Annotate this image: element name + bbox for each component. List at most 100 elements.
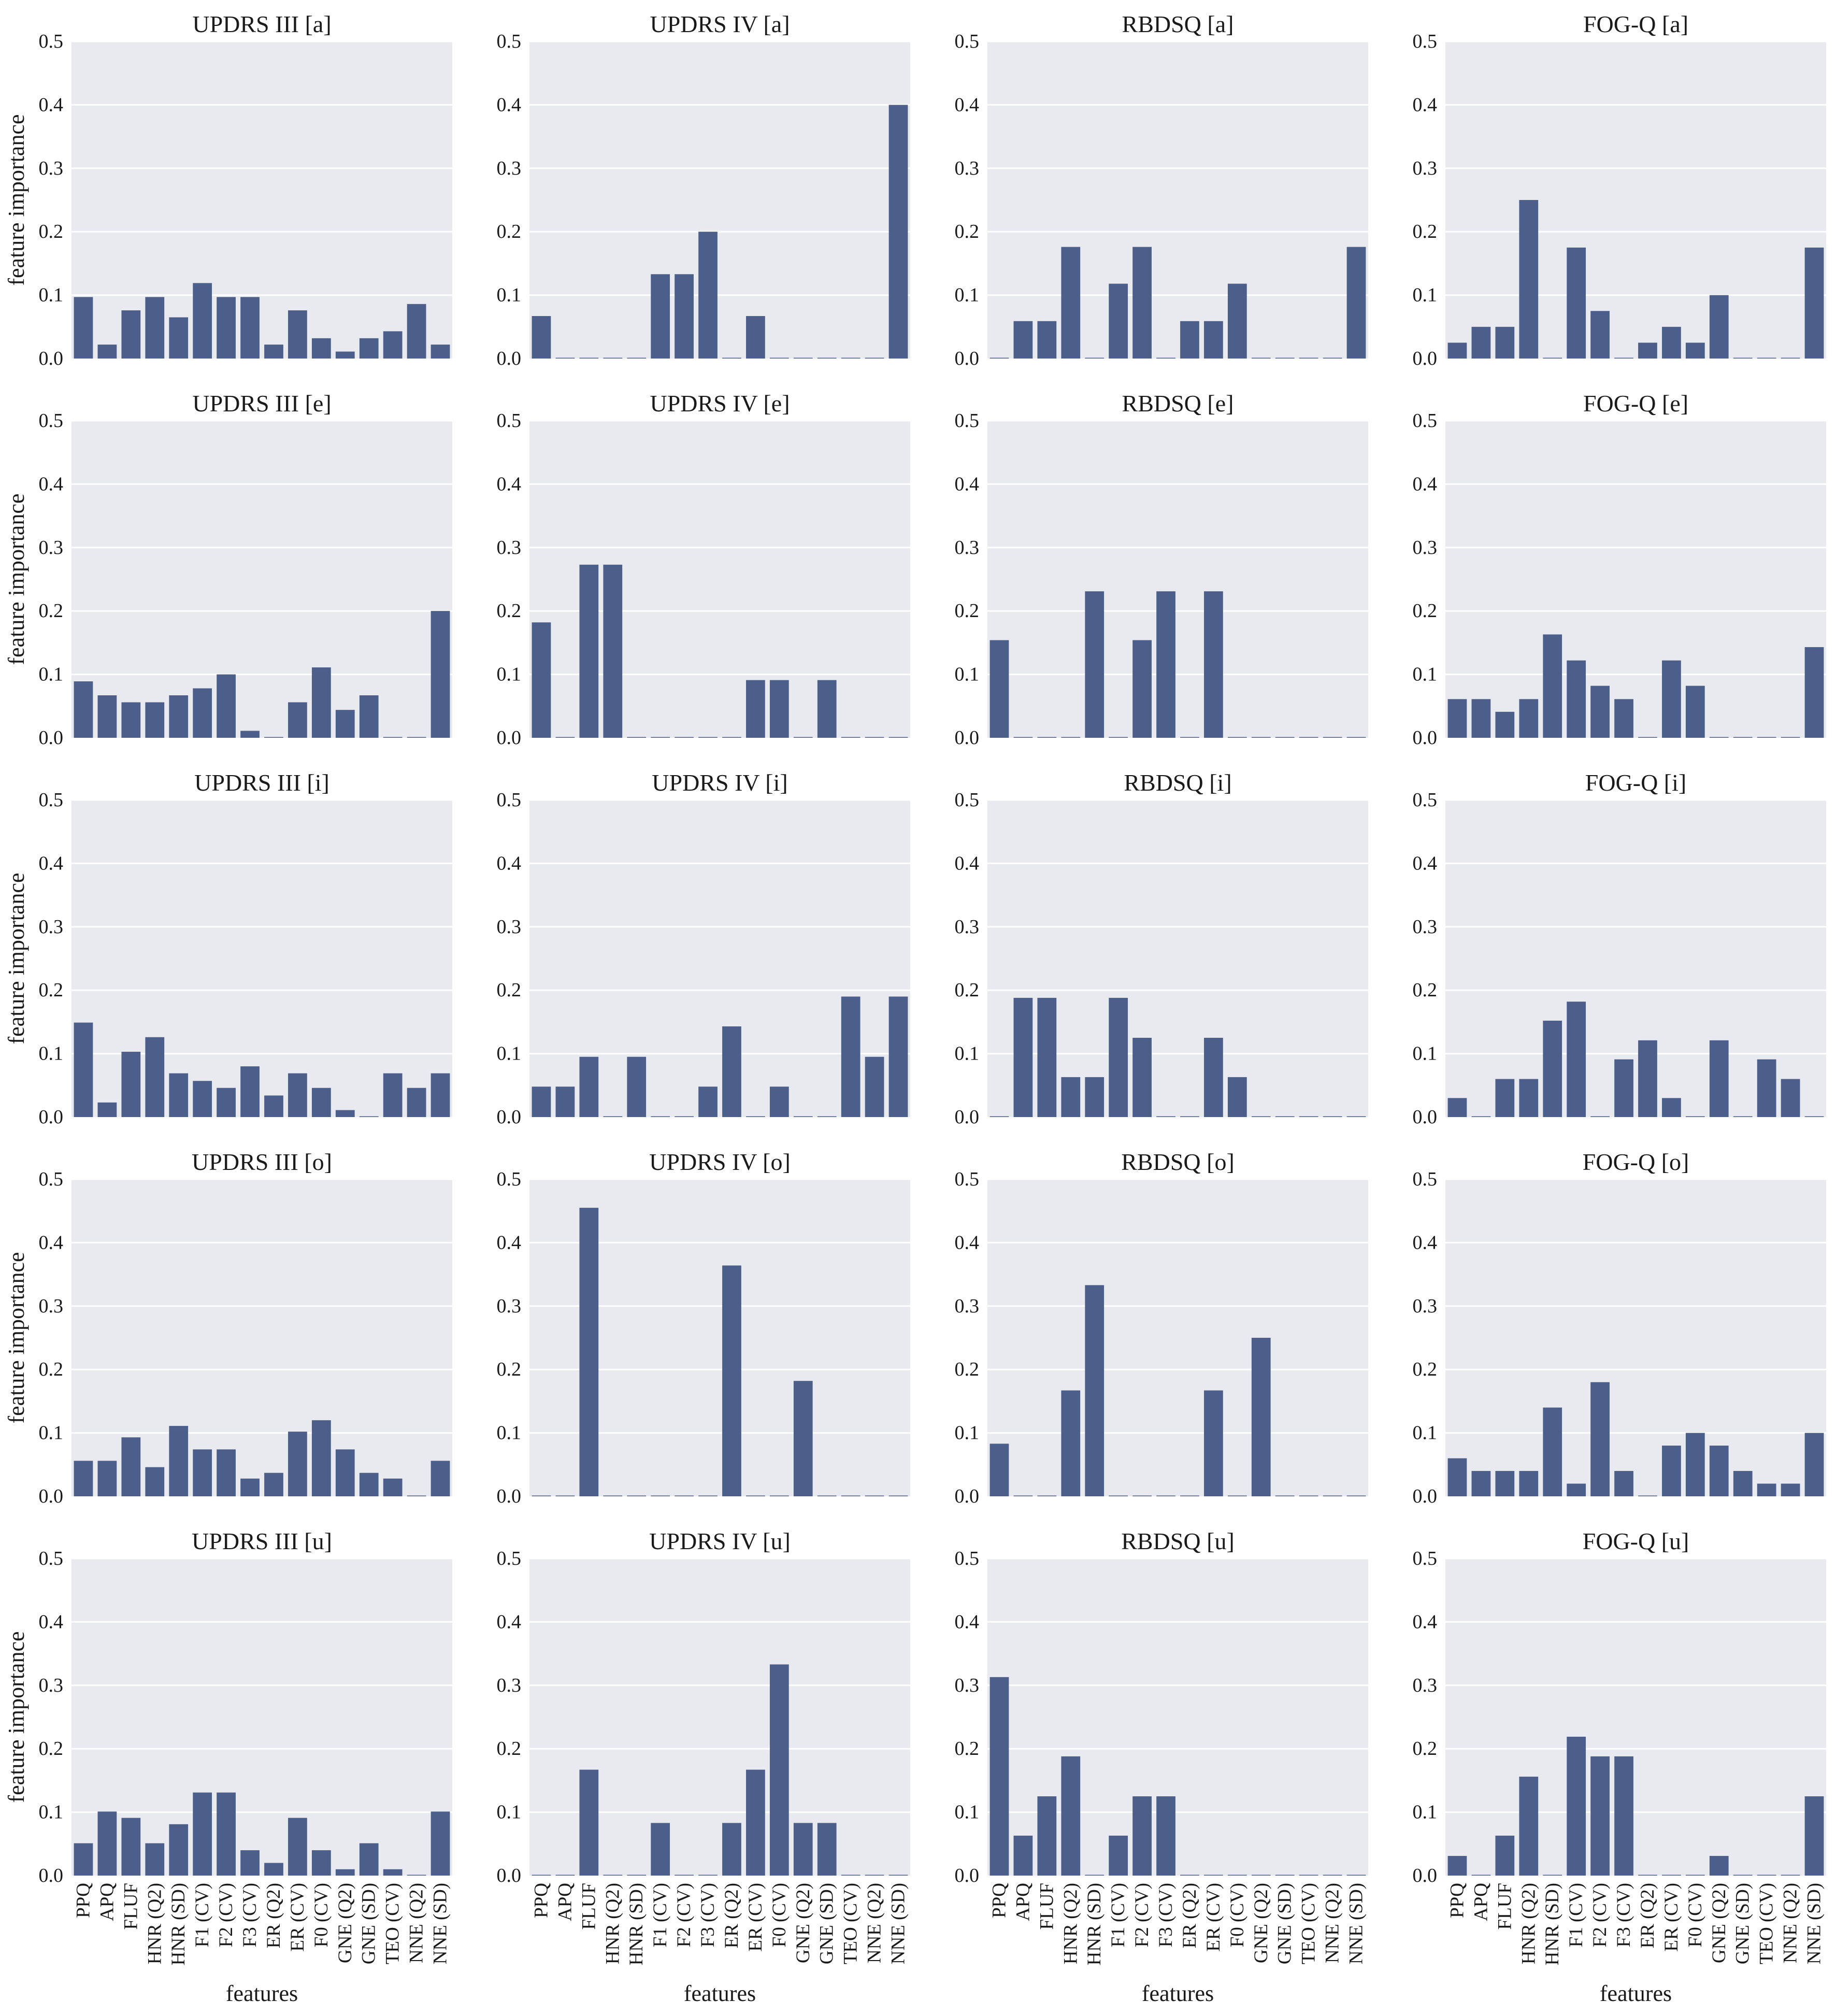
y-tick-label: 0.3: [955, 916, 980, 938]
bar-10: [1204, 1875, 1223, 1876]
bar-9: [1638, 342, 1657, 359]
x-tick-label: NNE (SD): [888, 1883, 909, 1964]
bar-8: [1156, 1796, 1175, 1876]
bar-13: [359, 695, 379, 738]
x-tick-label: GNE (SD): [816, 1883, 838, 1964]
x-tick-label: ER (Q2): [1637, 1883, 1658, 1948]
bar-16: [1346, 737, 1366, 738]
y-tick-label: 0.5: [1413, 31, 1438, 52]
y-tick-label: 0.2: [497, 221, 522, 242]
x-tick-label: F0 (CV): [769, 1883, 790, 1947]
bar-10: [1204, 591, 1223, 738]
y-tick-label: 0.0: [39, 348, 64, 369]
bar-12: [793, 737, 813, 738]
bar-16: [1346, 1875, 1366, 1876]
y-tick-label: 0.1: [1413, 664, 1438, 685]
bar-14: [383, 737, 403, 738]
y-tick-label: 0.4: [39, 94, 64, 116]
bar-10: [746, 1116, 765, 1117]
y-tick-label: 0.5: [497, 1168, 522, 1190]
bar-15: [865, 1875, 884, 1876]
bar-11: [1685, 1433, 1705, 1496]
y-tick-label: 0.3: [497, 537, 522, 559]
bar-10: [288, 1818, 307, 1876]
y-tick-label: 0.1: [955, 1801, 980, 1823]
bar-11: [311, 1850, 331, 1876]
y-axis-label: feature importance: [4, 493, 29, 665]
bar-7: [675, 1875, 694, 1876]
bar-5: [1543, 1020, 1562, 1117]
y-tick-label: 0.1: [497, 1422, 522, 1444]
bar-4: [145, 297, 165, 359]
bar-5: [627, 1056, 647, 1117]
bar-8: [240, 1066, 260, 1117]
bar-15: [1323, 1495, 1342, 1496]
bar-9: [1180, 1875, 1199, 1876]
y-tick-label: 0.2: [39, 1738, 64, 1760]
bar-13: [1733, 1116, 1753, 1117]
bar-8: [1156, 591, 1175, 738]
bar-4: [145, 1467, 165, 1496]
bar-3: [579, 1769, 599, 1876]
bar-6: [1567, 1736, 1586, 1876]
bar-10: [1662, 1875, 1681, 1876]
bar-13: [359, 1843, 379, 1876]
y-tick-label: 0.3: [39, 1675, 64, 1696]
y-tick-label: 0.3: [1413, 537, 1438, 559]
bar-6: [1109, 283, 1128, 359]
x-tick-label: HNR (Q2): [1060, 1883, 1081, 1964]
bar-5: [1085, 1285, 1105, 1496]
y-tick-label: 0.3: [955, 1675, 980, 1696]
bar-4: [1519, 1079, 1539, 1117]
plot-area: [987, 421, 1368, 738]
y-tick-label: 0.2: [39, 1359, 64, 1380]
x-tick-label: F3 (CV): [239, 1883, 261, 1947]
subplot-title: UPDRS III [o]: [192, 1149, 332, 1175]
bar-5: [1085, 591, 1105, 738]
bar-10: [288, 702, 307, 738]
y-tick-label: 0.1: [39, 284, 64, 306]
bar-2: [1471, 1116, 1491, 1117]
bar-13: [1733, 1471, 1753, 1496]
bar-12: [335, 351, 355, 359]
x-tick-label: ER (CV): [745, 1883, 766, 1952]
bar-15: [1781, 737, 1800, 738]
y-tick-label: 0.0: [39, 1865, 64, 1886]
x-tick-label: F3 (CV): [1155, 1883, 1177, 1947]
bar-3: [121, 1051, 141, 1117]
bar-12: [1709, 1446, 1729, 1496]
bar-12: [335, 1449, 355, 1496]
x-tick-label: TEO (CV): [840, 1883, 862, 1964]
bar-3: [579, 1056, 599, 1117]
y-tick-label: 0.0: [497, 727, 522, 749]
bar-12: [335, 1110, 355, 1117]
y-tick-label: 0.2: [1413, 221, 1438, 242]
bar-2: [1471, 699, 1491, 738]
y-tick-label: 0.5: [497, 789, 522, 811]
x-tick-label: F0 (CV): [1227, 1883, 1248, 1947]
bar-14: [841, 358, 860, 359]
y-tick-label: 0.2: [1413, 1738, 1438, 1760]
bar-5: [627, 737, 647, 738]
bar-9: [1180, 737, 1199, 738]
bar-13: [359, 338, 379, 359]
y-tick-label: 0.2: [955, 1738, 980, 1760]
bar-16: [431, 611, 450, 738]
bar-10: [1662, 660, 1681, 738]
y-tick-label: 0.4: [39, 1232, 64, 1253]
bar-9: [1180, 321, 1199, 359]
x-tick-label: ER (CV): [1203, 1883, 1224, 1952]
bar-15: [1323, 1875, 1342, 1876]
bar-1: [532, 316, 551, 359]
bar-6: [1109, 737, 1128, 738]
bar-7: [217, 1449, 236, 1496]
bar-8: [240, 1478, 260, 1496]
bar-15: [1323, 358, 1342, 359]
bar-3: [579, 564, 599, 738]
bar-1: [74, 1461, 93, 1496]
bar-10: [288, 1073, 307, 1117]
x-axis-label: features: [1142, 1981, 1214, 2006]
y-tick-label: 0.0: [1413, 727, 1438, 749]
bar-15: [1781, 1079, 1800, 1117]
